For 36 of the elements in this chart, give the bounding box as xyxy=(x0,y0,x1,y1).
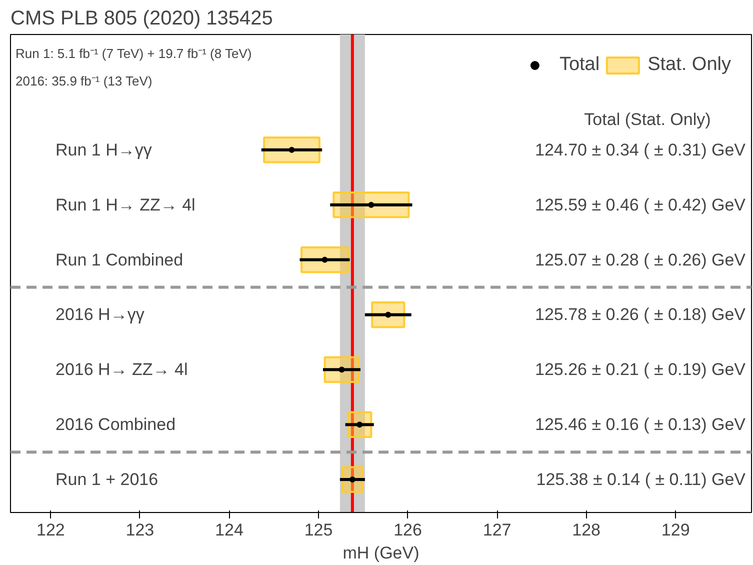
y-tick-label: 2016 Combined xyxy=(56,415,176,434)
point xyxy=(322,256,328,263)
x-tick-label: 129 xyxy=(661,520,690,540)
x-tick-label: 124 xyxy=(215,520,244,540)
x-tick-label: 125 xyxy=(304,520,333,540)
legend-label: Total xyxy=(559,54,600,76)
y-tick-label: 2016 H→γγ xyxy=(56,305,145,324)
point xyxy=(338,366,345,373)
y-tick-label: Run 1 H→ ZZ→ 4l xyxy=(56,195,196,214)
text: Total (Stat. Only) xyxy=(584,110,711,130)
annotation: 124.70 ± 0.34 ( ± 0.31) GeV xyxy=(534,140,746,160)
x-tick-label: 122 xyxy=(36,520,65,540)
point xyxy=(356,422,363,428)
point xyxy=(349,476,356,483)
annotation: 125.38 ± 0.14 ( ± 0.11) GeV xyxy=(536,470,746,490)
text: 2016: 35.9 fb⁻¹ (13 TeV) xyxy=(16,74,152,89)
annotation: 125.46 ± 0.16 ( ± 0.13) GeV xyxy=(534,415,746,434)
point xyxy=(385,312,392,318)
annotation: 125.59 ± 0.46 ( ± 0.42) GeV xyxy=(534,195,746,214)
x-tick-label: 127 xyxy=(482,520,512,540)
y-tick-label: Run 1 H→γγ xyxy=(56,140,152,160)
x-tick-label: 128 xyxy=(572,520,601,540)
x-axis-title: mH (GeV) xyxy=(342,544,420,562)
legend-label: Stat. Only xyxy=(648,54,731,76)
x-tick-label: 123 xyxy=(126,520,154,540)
x-tick-label: 126 xyxy=(394,520,422,540)
annotation: 125.26 ± 0.21 ( ± 0.19) GeV xyxy=(534,360,746,380)
y-tick-label: 2016 H→ ZZ→ 4l xyxy=(56,360,188,380)
y-tick-label: Run 1 + 2016 xyxy=(56,470,158,490)
text: Run 1: 5.1 fb⁻¹ (7 TeV) + 19.7 fb⁻¹ (8 TeV) xyxy=(16,46,252,62)
chart-title: CMS PLB 805 (2020) 135425 xyxy=(10,8,273,30)
y-tick-label: Run 1 Combined xyxy=(56,250,184,270)
annotation: 125.07 ± 0.28 ( ± 0.26) GeV xyxy=(534,250,746,270)
point xyxy=(288,146,295,153)
point xyxy=(368,202,374,208)
annotation: 125.78 ± 0.26 ( ± 0.18) GeV xyxy=(534,305,746,324)
